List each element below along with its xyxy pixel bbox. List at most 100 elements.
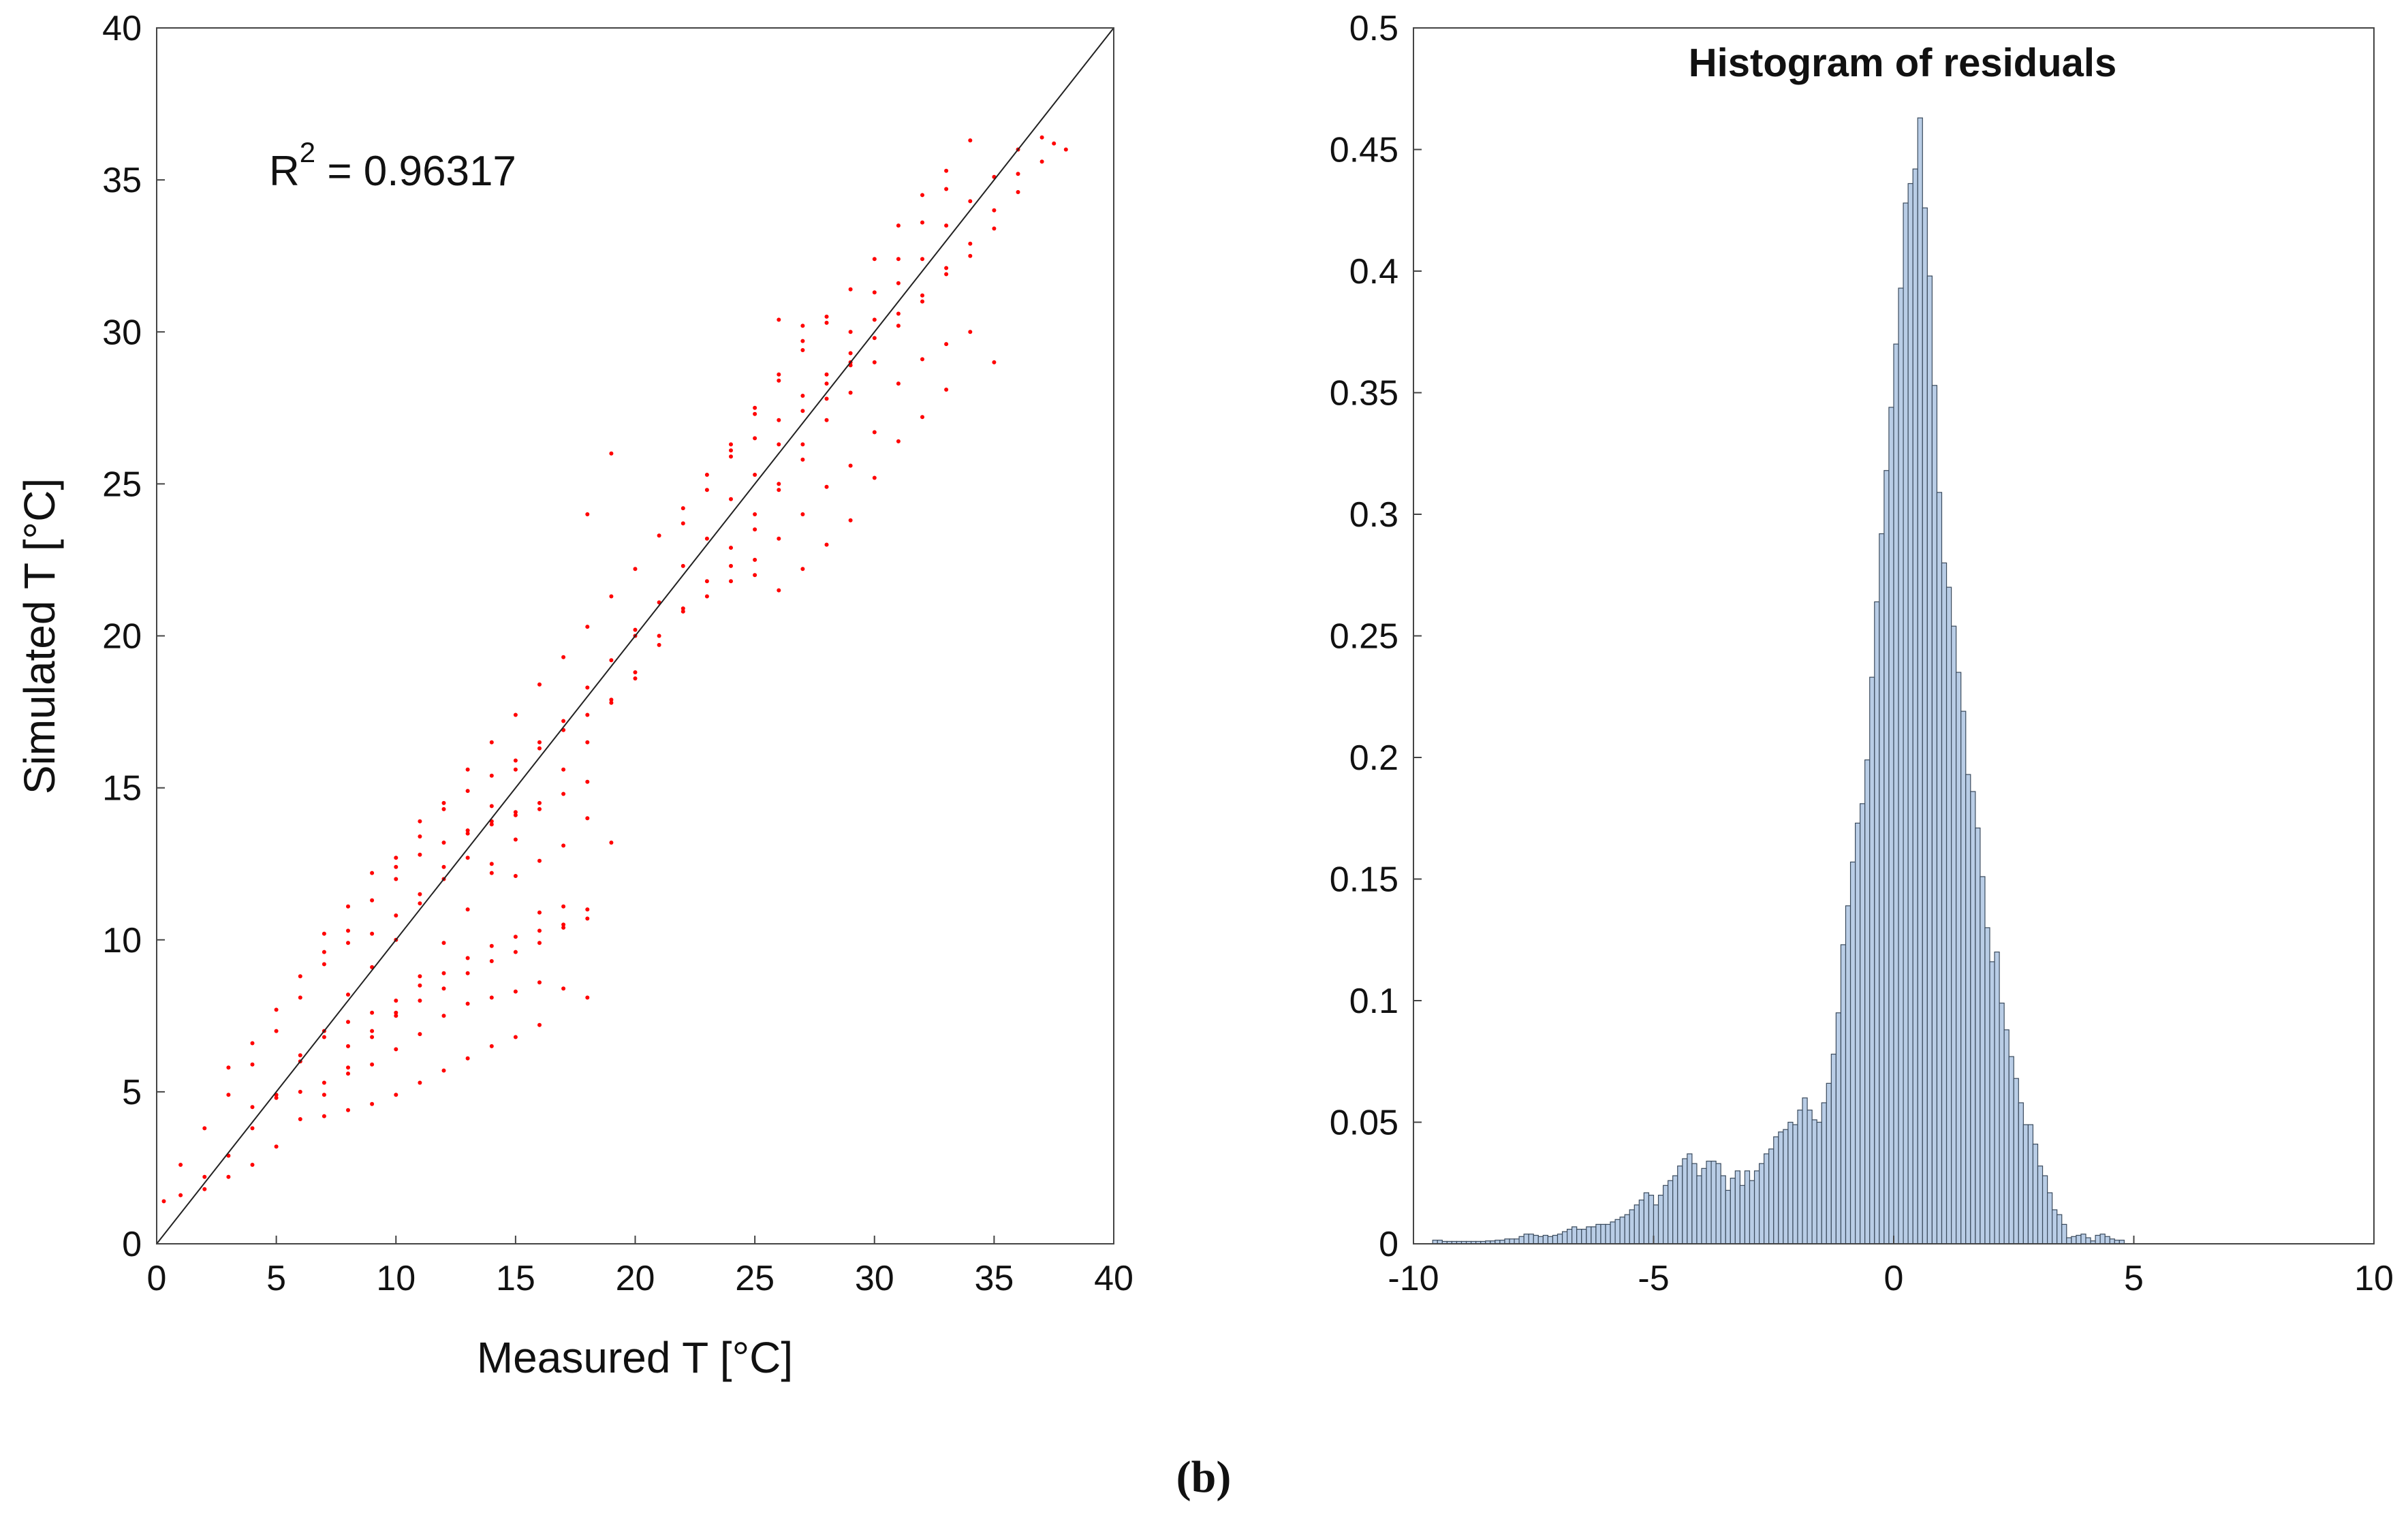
r-squared-superscript: 2 [300,136,315,168]
scatter-point [513,813,518,817]
histogram-bar [1605,1223,1611,1244]
scatter-point [465,907,470,912]
histogram-bar [1557,1234,1563,1244]
histogram-bar [2042,1175,2048,1244]
scatter-point [370,1029,375,1033]
scatter-y-tick-label: 20 [102,617,142,657]
scatter-point [394,877,398,881]
scatter-point [681,563,685,568]
scatter-point [274,1144,279,1149]
histogram-bar [1941,562,1948,1244]
scatter-point [394,1010,398,1015]
scatter-point [848,330,853,334]
scatter-point [777,482,781,486]
histogram-bar [1614,1219,1621,1244]
histogram-bar [1715,1163,1721,1244]
scatter-x-tick-label: 25 [735,1259,775,1298]
scatter-point [992,226,997,231]
histogram-bar [1509,1238,1515,1244]
scatter-point [585,740,590,745]
scatter-point [848,390,853,395]
scatter-point [896,223,901,228]
scatter-point [753,557,757,562]
scatter-point [896,324,901,328]
scatter-point [585,712,590,717]
histogram-y-tick-label: 0.15 [1330,860,1398,900]
histogram-bar [1759,1163,1765,1244]
histogram-y-axis: 0 0.05 0.1 0.15 0.2 0.25 0.3 0.35 0.4 0.45 0.5 [1330,9,1422,1264]
scatter-point [513,758,518,763]
histogram-bar [1917,117,1923,1244]
scatter-point [1016,190,1020,194]
scatter-point [872,475,877,480]
scatter-point [322,962,326,967]
histogram-bar [1970,791,1976,1244]
histogram-bar [1903,202,1909,1244]
scatter-y-tick-label: 25 [102,465,142,504]
histogram-bar [1657,1194,1664,1244]
histogram-bar [1907,183,1913,1244]
histogram-bar [1883,470,1890,1244]
histogram-bar [1682,1158,1688,1244]
scatter-point [585,779,590,784]
scatter-point [178,1163,183,1167]
scatter-point [729,563,733,568]
scatter-chart: 0 5 10 15 20 25 30 35 40 0 5 10 15 20 25 30 35 40 R2 = 0… [15,9,1133,1382]
scatter-point [609,698,614,702]
histogram-bar [1893,343,1899,1244]
histogram-bar [1849,861,1856,1244]
scatter-point [465,956,470,960]
histogram-y-tick-label: 0.35 [1330,374,1398,413]
scatter-point [968,241,973,246]
scatter-point [824,372,829,377]
histogram-bar [2080,1234,2086,1244]
histogram-bar [2008,1056,2014,1244]
scatter-point [513,837,518,842]
scatter-point [418,974,422,979]
histogram-bar [1542,1234,1549,1244]
scatter-point [800,394,805,398]
histogram-y-tick-label: 0.2 [1349,738,1398,778]
histogram-bar [1874,601,1880,1244]
histogram-bar [1860,803,1866,1244]
scatter-point [250,1126,255,1131]
scatter-point [465,1001,470,1006]
scatter-point [537,746,542,751]
histogram-bar [1710,1161,1717,1244]
scatter-point [609,451,614,456]
histogram-bar [1879,533,1885,1244]
histogram-bar [2085,1237,2091,1244]
histogram-x-tick-label: 0 [1884,1259,1904,1298]
histogram-bar [2013,1078,2019,1244]
scatter-point [465,971,470,975]
scatter-point [704,579,709,584]
histogram-bar [1572,1226,1578,1244]
scatter-point [322,1093,326,1097]
scatter-point [537,807,542,811]
scatter-point [561,655,566,659]
scatter-point [848,351,853,356]
histogram-bar [1663,1185,1669,1244]
scatter-y-tick-label: 35 [102,161,142,200]
histogram-bar [2066,1237,2072,1244]
scatter-point [609,594,614,599]
scatter-point [418,834,422,839]
scatter-point [753,411,757,416]
histogram-bar [1701,1168,1707,1244]
histogram-bar [1912,168,1918,1244]
histogram-bar [1687,1153,1693,1244]
scatter-point [441,1068,446,1073]
scatter-point [489,862,494,866]
histogram-y-tick-label: 0.3 [1349,495,1398,535]
histogram-bar [1821,1102,1827,1244]
histogram-bar [1783,1129,1789,1244]
histogram-bar [1956,672,1962,1244]
scatter-point [777,442,781,447]
scatter-point [346,1108,350,1112]
scatter-point [872,317,877,322]
scatter-point [226,1174,231,1179]
histogram-bar [1898,287,1904,1244]
histogram-bar [1792,1124,1798,1244]
scatter-point [346,928,350,933]
